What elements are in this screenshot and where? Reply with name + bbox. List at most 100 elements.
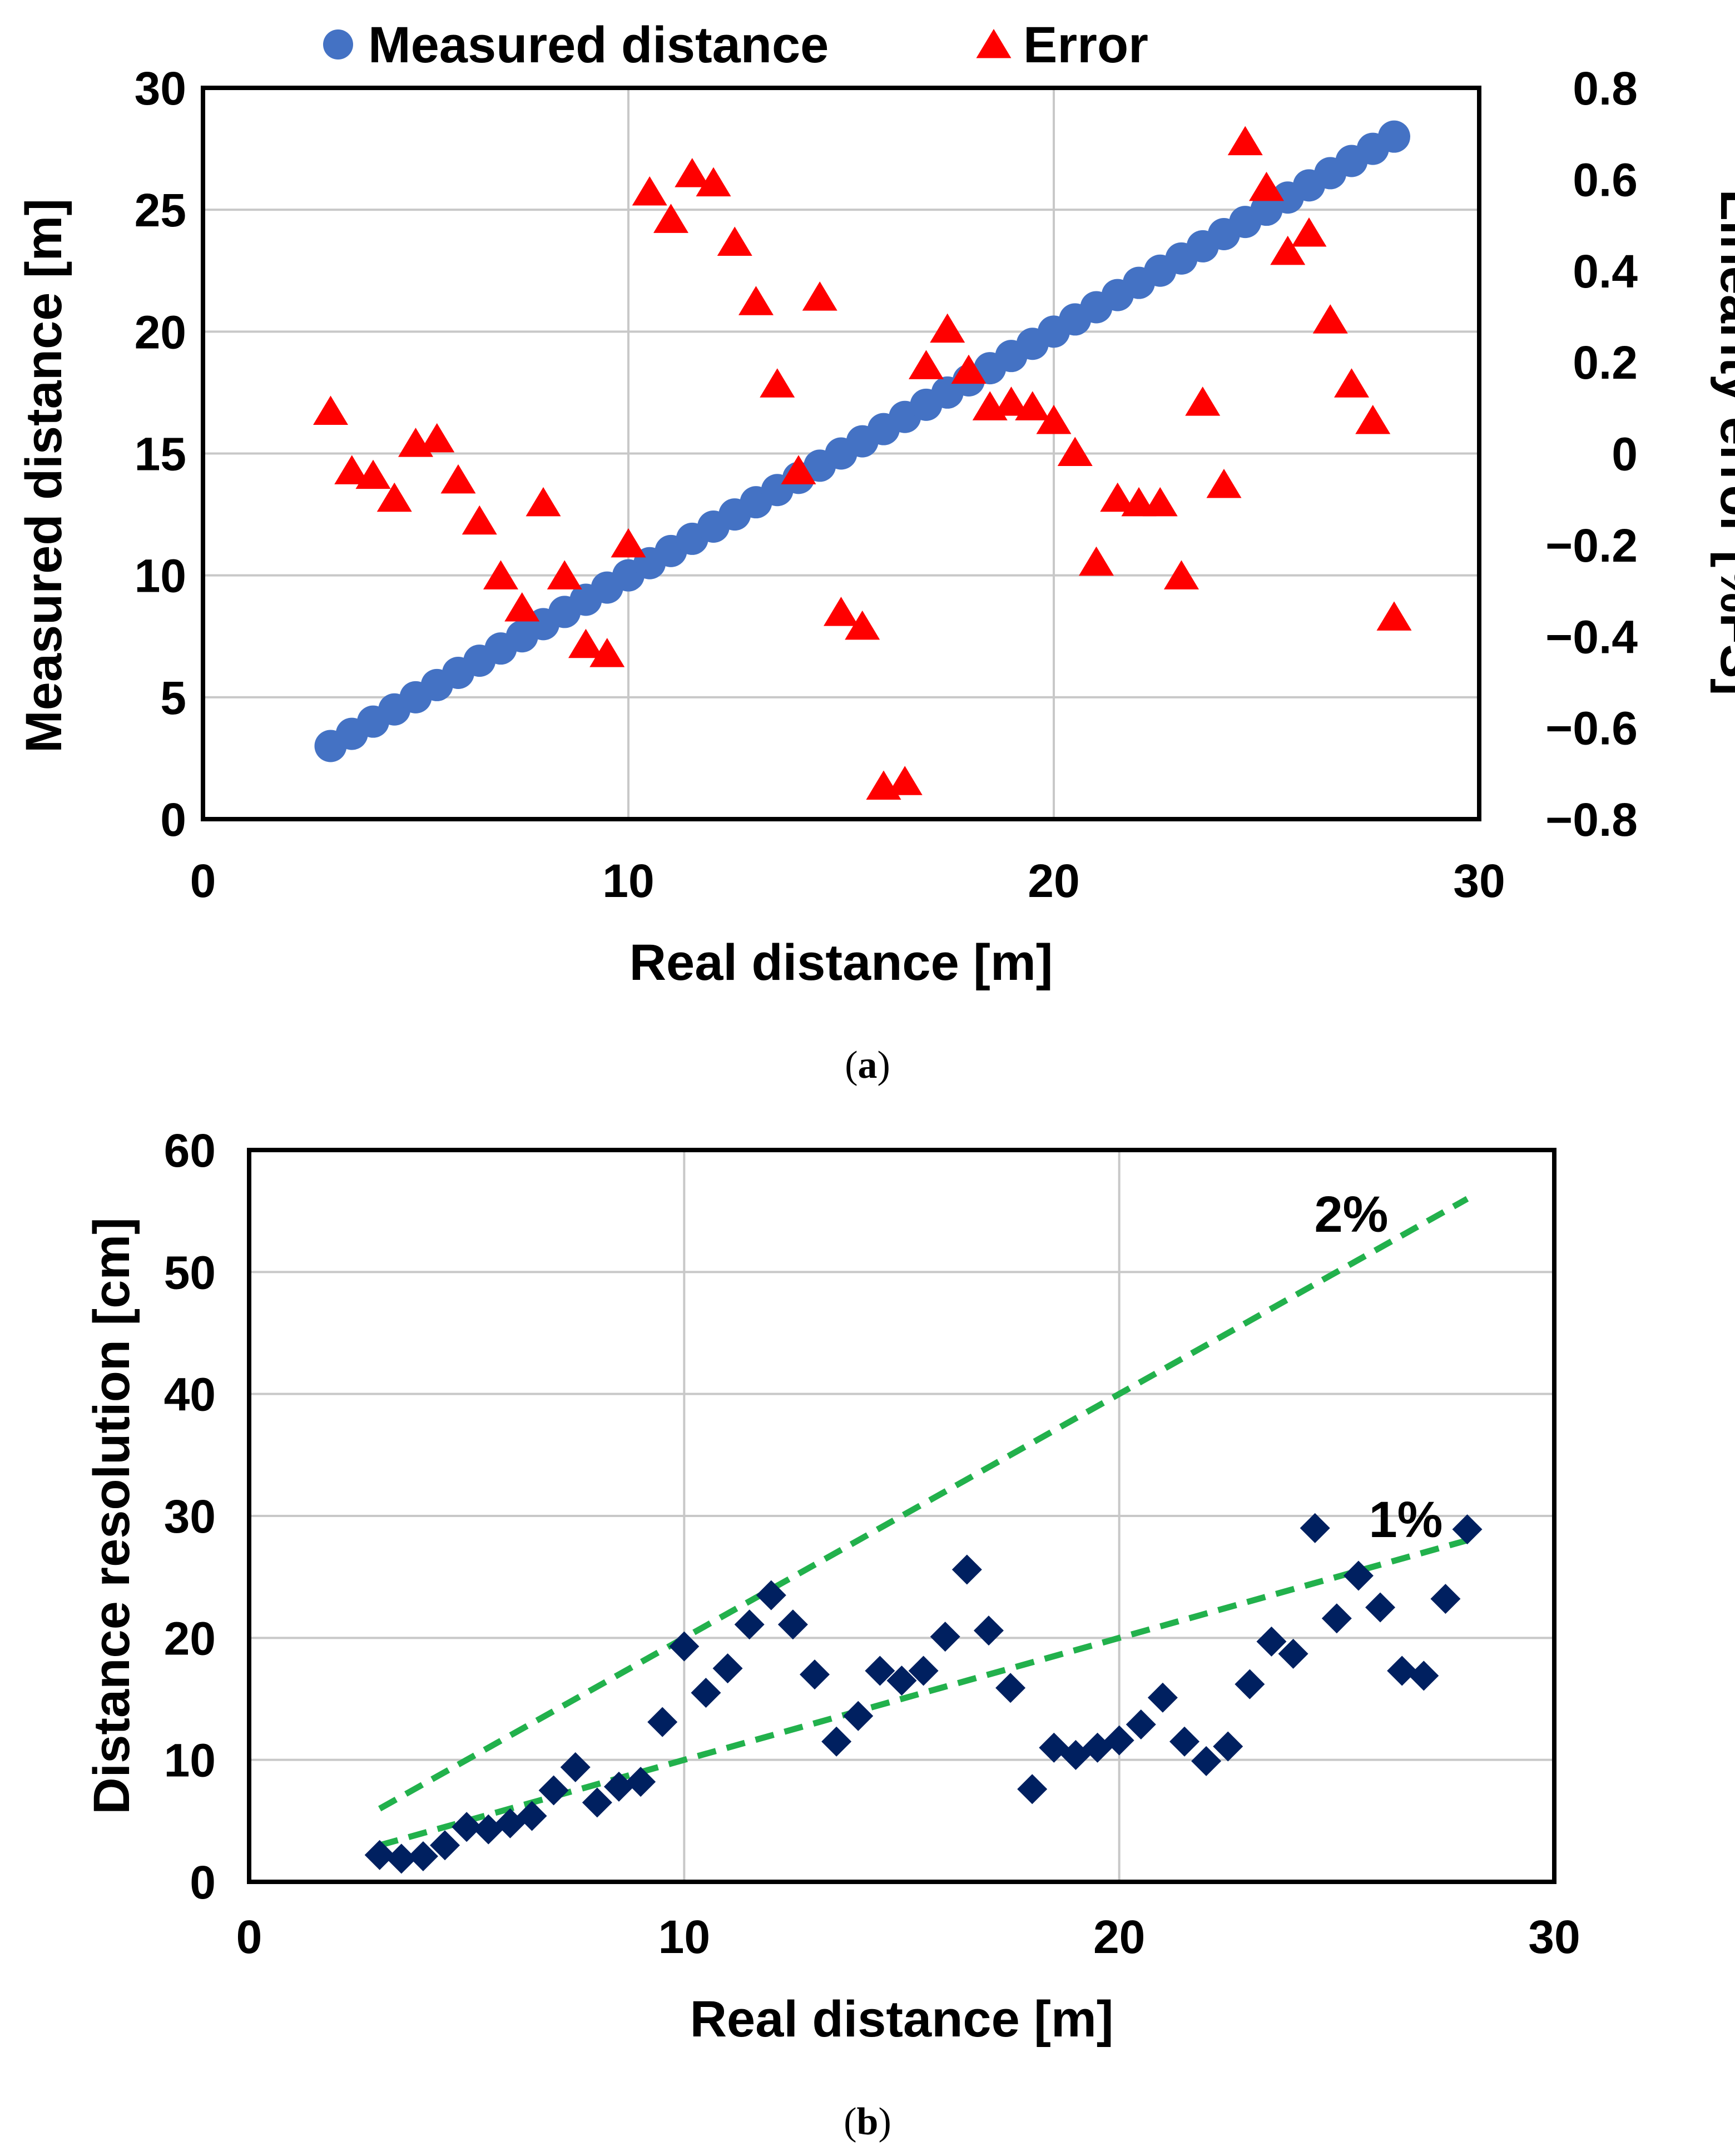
error-point (440, 464, 476, 494)
resolution-point (603, 1771, 634, 1802)
resolution-point (886, 1666, 917, 1696)
error-point (717, 226, 752, 256)
legend-circle-marker (323, 29, 353, 60)
chart-a-caption-letter: a (858, 1044, 878, 1087)
chart-a-x-axis-label: Real distance [m] (629, 934, 1053, 991)
y2-tick-label: −0.2 (1545, 519, 1638, 572)
chart-a-y2-ticks: −0.8 −0.6 −0.4 −0.2 0 0.2 0.4 0.6 0.8 (1545, 62, 1638, 846)
error-point (1376, 601, 1412, 631)
x-tick-label: 10 (602, 855, 654, 907)
resolution-point (1235, 1669, 1265, 1699)
error-point (696, 167, 731, 197)
error-point (1142, 487, 1178, 517)
error-point (1100, 482, 1136, 512)
error-point (781, 455, 816, 484)
y2-tick-label: −0.6 (1545, 702, 1638, 755)
error-point (1185, 386, 1221, 416)
resolution-point (1017, 1774, 1048, 1805)
chart-b-caption: (b) (844, 2100, 891, 2143)
resolution-point (821, 1726, 852, 1757)
chart-b-y-axis-label: Distance resolution [cm] (83, 1217, 140, 1815)
error-point (1312, 304, 1348, 334)
resolution-point (1256, 1626, 1287, 1657)
error-point (526, 487, 561, 517)
resolution-point (626, 1767, 656, 1797)
resolution-point (691, 1678, 721, 1708)
error-point (1057, 437, 1093, 466)
error-point (611, 528, 646, 558)
y-tick-label: 0 (160, 794, 186, 846)
chart-b-series-resolution (364, 1513, 1483, 1874)
error-point (824, 597, 859, 626)
resolution-point (1387, 1656, 1417, 1686)
y2-tick-label: −0.8 (1545, 794, 1638, 846)
y-tick-label: 30 (164, 1490, 216, 1543)
error-point (1164, 560, 1199, 589)
chart-a-legend: Measured distance Error (323, 17, 1148, 73)
resolution-point (473, 1814, 504, 1845)
x-tick-label: 10 (658, 1911, 710, 1963)
error-point (1291, 217, 1327, 247)
y2-tick-label: 0.2 (1573, 336, 1638, 389)
resolution-point (1321, 1603, 1352, 1634)
y-tick-label: 30 (135, 62, 186, 115)
error-point (1334, 368, 1369, 398)
reference-line-1-percent (379, 1537, 1469, 1848)
chart-b-plot-frame (247, 1148, 1556, 1884)
chart-b-y-ticks: 0 10 20 30 40 50 60 (164, 1124, 216, 1909)
resolution-point (582, 1787, 612, 1818)
resolution-point (1169, 1726, 1200, 1757)
resolution-point (1104, 1725, 1134, 1756)
error-point (1270, 235, 1306, 265)
error-point (483, 560, 518, 589)
resolution-point (973, 1615, 1004, 1646)
resolution-point (647, 1707, 678, 1737)
resolution-point (995, 1673, 1026, 1703)
x-tick-label: 0 (190, 855, 216, 907)
resolution-point (712, 1653, 743, 1684)
y2-tick-label: 0 (1612, 428, 1638, 480)
legend-triangle-marker (976, 29, 1012, 58)
resolution-point (430, 1830, 460, 1861)
chart-a-series-measured-distance (314, 120, 1410, 762)
resolution-point (364, 1840, 395, 1870)
chart-a-y-axis-label: Measured distance [m] (16, 199, 72, 753)
resolution-point (408, 1841, 438, 1871)
error-point (845, 610, 880, 640)
resolution-point (538, 1775, 569, 1806)
resolution-point (1126, 1709, 1156, 1740)
error-point (589, 638, 625, 667)
error-point (930, 313, 965, 343)
resolution-point (1191, 1746, 1222, 1776)
chart-b: 0 10 20 30 0 10 20 30 40 50 60 2% 1% Real distanc… (83, 1124, 1580, 2143)
error-point (547, 560, 582, 589)
resolution-point (951, 1554, 982, 1585)
error-point (355, 459, 391, 489)
legend-label-measured-distance: Measured distance (368, 17, 829, 73)
resolution-point (1300, 1513, 1330, 1543)
measured-distance-point (1378, 120, 1410, 153)
y2-tick-label: 0.6 (1573, 153, 1638, 206)
resolution-point (452, 1812, 482, 1842)
error-point (653, 204, 688, 233)
resolution-point (1365, 1592, 1396, 1623)
error-point (1355, 404, 1391, 434)
error-point (1227, 126, 1263, 156)
error-point (951, 354, 987, 384)
resolution-point (386, 1843, 417, 1874)
resolution-point (517, 1801, 547, 1831)
chart-a: 0 10 20 30 0 5 10 15 20 25 30 −0.8 −0.6 −0.4 −0.2 0 0.… (16, 17, 1735, 1087)
resolution-point (1213, 1731, 1243, 1762)
y-tick-label: 25 (135, 184, 186, 236)
x-tick-label: 0 (236, 1911, 262, 1963)
resolution-point (1452, 1514, 1483, 1545)
error-point (632, 176, 667, 206)
error-point (504, 592, 540, 622)
resolution-point (1147, 1682, 1178, 1713)
chart-b-x-ticks: 0 10 20 30 (236, 1911, 1580, 1963)
y-tick-label: 50 (164, 1246, 216, 1298)
x-tick-label: 20 (1093, 1911, 1145, 1963)
error-point (802, 281, 837, 311)
error-point (568, 628, 603, 658)
